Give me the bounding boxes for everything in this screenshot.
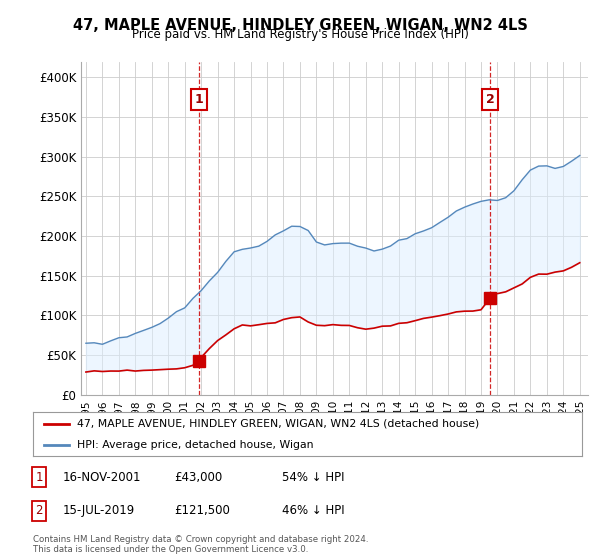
Text: 15-JUL-2019: 15-JUL-2019: [63, 504, 135, 517]
Text: 16-NOV-2001: 16-NOV-2001: [63, 470, 142, 484]
Text: 2: 2: [35, 504, 43, 517]
Text: 47, MAPLE AVENUE, HINDLEY GREEN, WIGAN, WN2 4LS (detached house): 47, MAPLE AVENUE, HINDLEY GREEN, WIGAN, …: [77, 419, 479, 429]
Text: 54% ↓ HPI: 54% ↓ HPI: [282, 470, 344, 484]
Text: £43,000: £43,000: [174, 470, 222, 484]
Text: 47, MAPLE AVENUE, HINDLEY GREEN, WIGAN, WN2 4LS: 47, MAPLE AVENUE, HINDLEY GREEN, WIGAN, …: [73, 18, 527, 33]
Text: 1: 1: [35, 470, 43, 484]
Text: 2: 2: [485, 93, 494, 106]
Text: 1: 1: [195, 93, 203, 106]
Text: 46% ↓ HPI: 46% ↓ HPI: [282, 504, 344, 517]
Text: £121,500: £121,500: [174, 504, 230, 517]
Text: Price paid vs. HM Land Registry's House Price Index (HPI): Price paid vs. HM Land Registry's House …: [131, 28, 469, 41]
Text: Contains HM Land Registry data © Crown copyright and database right 2024.
This d: Contains HM Land Registry data © Crown c…: [33, 535, 368, 554]
Text: HPI: Average price, detached house, Wigan: HPI: Average price, detached house, Wiga…: [77, 440, 313, 450]
